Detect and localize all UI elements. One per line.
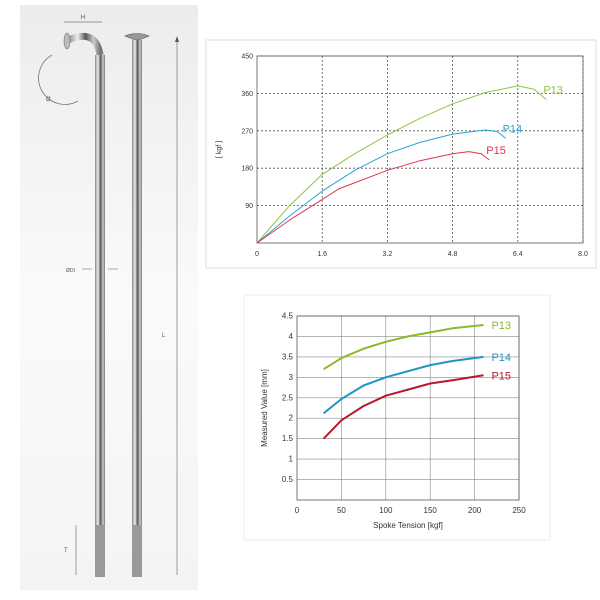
tensile-chart: 0 1.6 3.2 4.8 6.4 8.0 90 180 270 360 450 P13 P14 P15 [… xyxy=(216,54,588,259)
series-line-p14 xyxy=(256,129,506,244)
y-tick-label: 1.5 xyxy=(282,434,294,443)
y-axis-label: [ kgf ] xyxy=(216,141,223,158)
y-tick-label: 3.5 xyxy=(282,352,294,361)
series-line-p13 xyxy=(323,324,484,371)
y-tick-label: 360 xyxy=(241,91,253,98)
x-tick-label: 1.6 xyxy=(317,251,327,258)
plot-border xyxy=(296,315,520,501)
x-tick-label: 0 xyxy=(295,506,300,515)
y-tick-label: 90 xyxy=(245,203,253,210)
series-label-p13: P13 xyxy=(491,320,511,332)
chart2-frame xyxy=(243,294,551,541)
x-tick-label: 200 xyxy=(468,506,482,515)
h-label: H xyxy=(81,15,85,21)
series-line-p13 xyxy=(256,85,547,244)
x-tick-label: 8.0 xyxy=(578,251,588,258)
plot-border xyxy=(256,55,584,244)
y-tick-label: 4 xyxy=(289,332,294,341)
diameter-label: ØDI xyxy=(66,268,75,274)
x-tick-label: 0 xyxy=(255,251,259,258)
y-tick-label: 2 xyxy=(289,414,294,423)
series-line-p15 xyxy=(322,374,484,440)
y-tick-label: 0.5 xyxy=(282,475,294,484)
series-label-p14: P14 xyxy=(503,123,523,135)
y-tick-label: 270 xyxy=(241,128,253,135)
series-label-p13: P13 xyxy=(543,85,563,97)
chart1-frame xyxy=(205,39,597,269)
x-tick-label: 3.2 xyxy=(383,251,393,258)
thread-left xyxy=(95,525,105,577)
x-tick-label: 150 xyxy=(424,506,438,515)
y-tick-label: 2.5 xyxy=(282,393,294,402)
series-label-p15: P15 xyxy=(486,145,506,157)
alpha-label: α xyxy=(46,94,51,103)
x-tick-label: 250 xyxy=(512,506,526,515)
y-tick-label: 3 xyxy=(289,373,294,382)
y-axis-label: Measured Value [mm] xyxy=(260,369,269,447)
x-tick-label: 100 xyxy=(379,506,393,515)
length-label: L xyxy=(162,333,166,339)
spoke-illustration: H α ØDI L T xyxy=(20,5,198,590)
series-line-p14 xyxy=(322,355,484,415)
y-tick-label: 4.5 xyxy=(282,312,294,321)
thread-label: T xyxy=(64,548,68,554)
y-tick-label: 450 xyxy=(241,54,253,61)
y-tick-label: 1 xyxy=(289,455,294,464)
x-tick-label: 4.8 xyxy=(448,251,458,258)
series-label-p15: P15 xyxy=(491,370,511,382)
series-label-p14: P14 xyxy=(491,352,511,364)
x-tick-label: 50 xyxy=(337,506,346,515)
x-axis-label: Spoke Tension [kgf] xyxy=(373,521,443,530)
x-tick-label: 6.4 xyxy=(513,251,523,258)
y-tick-label: 180 xyxy=(241,166,253,173)
tension-chart: 0 50 100 150 200 250 0.5 1 1.5 2 2.5 3 3.5 4 4.5 P13 P14… xyxy=(260,312,526,531)
series-line-p15 xyxy=(256,151,490,244)
